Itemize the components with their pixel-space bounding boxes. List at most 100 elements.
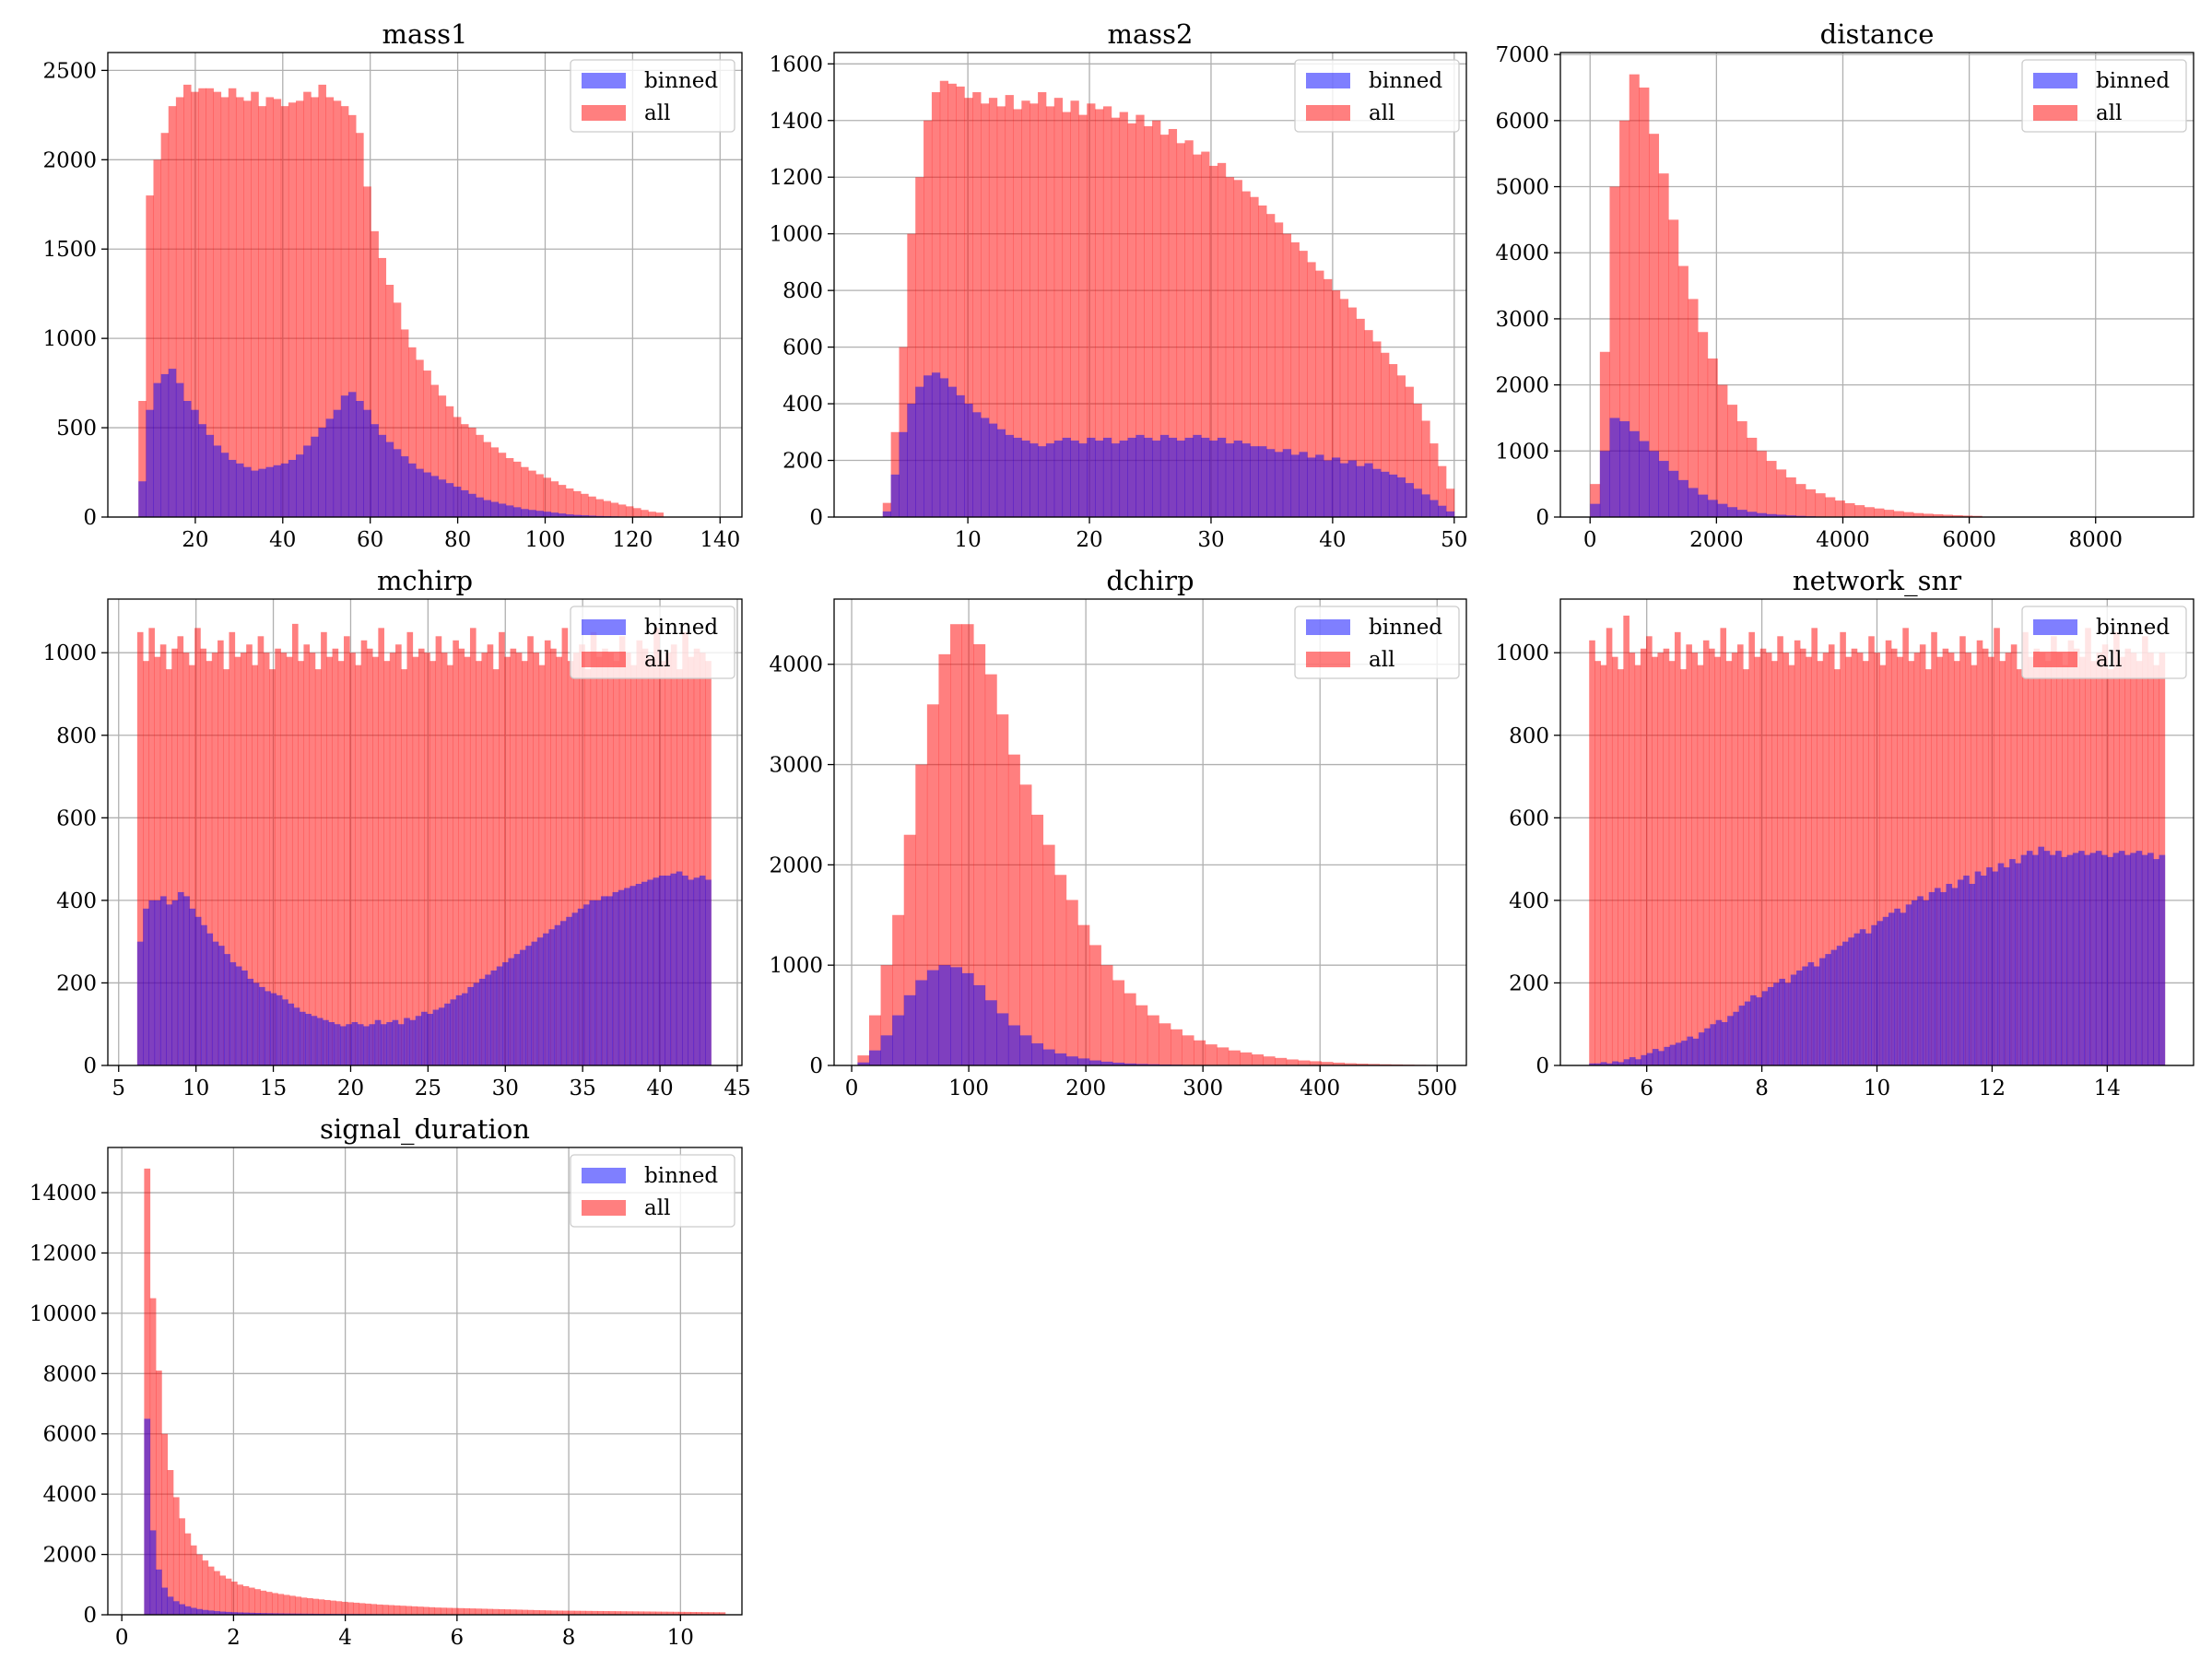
subplot-distance: 0 2000 4000 6000 8000 0 1000 2000 3000 4000 5000 60…: [1495, 18, 2194, 552]
bar-all: [618, 504, 627, 517]
bar-all: [1629, 653, 1636, 1065]
bar-all: [1240, 1052, 1253, 1065]
bar-binned: [1658, 1051, 1665, 1065]
bar-binned: [915, 386, 924, 517]
y-tick-label: 8000: [42, 1362, 97, 1386]
bar-binned: [559, 921, 567, 1065]
bar-binned: [453, 487, 462, 517]
bar-binned: [357, 1024, 364, 1065]
bar-all: [309, 653, 316, 1065]
x-axis: 5 10 15 20 25 30 35 40 45: [112, 1065, 751, 1100]
bar-all: [235, 97, 244, 517]
bar-all: [213, 91, 222, 518]
bar-binned: [1819, 958, 1826, 1065]
legend-swatch-binned: [2033, 619, 2077, 635]
bar-binned: [1077, 1058, 1090, 1065]
bar-binned: [1917, 896, 1924, 1065]
bar-binned: [1233, 441, 1242, 517]
y-tick-label: 400: [1509, 889, 1549, 913]
x-tick-label: 4: [338, 1626, 352, 1650]
bar-all: [1864, 507, 1875, 517]
bar-all: [1127, 123, 1136, 517]
bar-all: [947, 83, 957, 518]
bar-binned: [229, 962, 237, 1065]
bar-binned: [1675, 1042, 1682, 1065]
subplot-mchirp: 5 10 15 20 25 30 35 40 45 0 200 400 600 800 1000 mchirp…: [42, 565, 750, 1100]
bar-all: [196, 1554, 203, 1615]
bar-all: [223, 669, 229, 1065]
y-tick-label: 600: [56, 806, 97, 830]
axes-frame: [1559, 52, 2194, 518]
bar-binned: [2141, 854, 2148, 1065]
bar-binned: [1957, 879, 1964, 1065]
y-tick-label: 7000: [1495, 43, 1549, 67]
bar-binned: [445, 483, 454, 517]
bar-binned: [220, 453, 229, 517]
chart-title: dchirp: [1106, 565, 1194, 596]
bar-all: [394, 1605, 401, 1615]
bar-all: [510, 1609, 517, 1615]
bar-all: [1648, 134, 1660, 518]
bar-all: [535, 474, 544, 517]
bar-binned: [194, 916, 202, 1065]
x-axis: 20 40 60 80 100 120 140: [182, 517, 740, 552]
bar-all: [1919, 644, 1926, 1065]
y-tick-label: 4000: [769, 653, 823, 677]
bar-binned: [956, 394, 965, 517]
legend-label-binned: binned: [1369, 69, 1442, 93]
legend: binned all: [2021, 59, 2187, 133]
bar-all: [355, 665, 362, 1065]
bar-all: [254, 1589, 261, 1615]
bar-all: [1806, 488, 1817, 517]
bars: [144, 1168, 726, 1615]
bar-all: [1717, 384, 1728, 517]
y-tick-label: 2500: [42, 59, 97, 83]
bar-binned: [280, 463, 289, 517]
x-axis: 0 2000 4000 6000 8000: [1583, 517, 2123, 552]
bar-all: [647, 656, 654, 1065]
bar-all: [1250, 196, 1259, 518]
x-tick-label: 30: [1197, 528, 1224, 552]
bar-all: [504, 1609, 511, 1615]
x-tick-label: 20: [337, 1077, 364, 1100]
bar-all: [1844, 502, 1855, 517]
bar-all: [360, 640, 368, 1065]
bar-binned: [1641, 1054, 1648, 1065]
legend: binned all: [570, 59, 735, 133]
bar-all: [400, 329, 409, 517]
bar-all: [248, 1587, 255, 1615]
bar-all: [214, 1571, 220, 1615]
bar-all: [521, 466, 529, 517]
bar-all: [595, 656, 603, 1065]
bar-all: [416, 359, 424, 517]
bar-all: [1299, 251, 1308, 517]
bar-all: [964, 98, 973, 518]
bar-all: [607, 653, 615, 1065]
bar-binned: [214, 1611, 220, 1615]
y-tick-label: 1400: [769, 110, 823, 134]
bar-binned: [629, 886, 637, 1065]
bar-binned: [325, 418, 335, 517]
legend-label-binned: binned: [644, 69, 718, 93]
bar-all: [1800, 648, 1806, 1065]
bar-binned: [167, 1596, 174, 1615]
bar-all: [371, 230, 379, 517]
bar-binned: [1664, 1046, 1671, 1065]
bar-all: [385, 285, 394, 517]
bar-binned: [1688, 488, 1699, 517]
bar-all: [602, 648, 608, 1065]
bar-binned: [1756, 997, 1762, 1065]
x-tick-label: 0: [115, 1626, 129, 1650]
bar-all: [1707, 358, 1718, 517]
y-axis: 0 200 400 600 800 1000: [1495, 641, 1560, 1078]
bar-all: [1609, 186, 1620, 518]
bar-all: [641, 510, 649, 517]
y-tick-label: 3000: [769, 754, 823, 778]
bar-all: [907, 233, 916, 517]
bar-binned: [490, 971, 498, 1065]
bar-all: [1102, 106, 1112, 517]
bar-all: [1691, 653, 1699, 1065]
bars: [138, 84, 664, 518]
bar-binned: [168, 369, 177, 517]
bar-binned: [144, 1418, 151, 1615]
